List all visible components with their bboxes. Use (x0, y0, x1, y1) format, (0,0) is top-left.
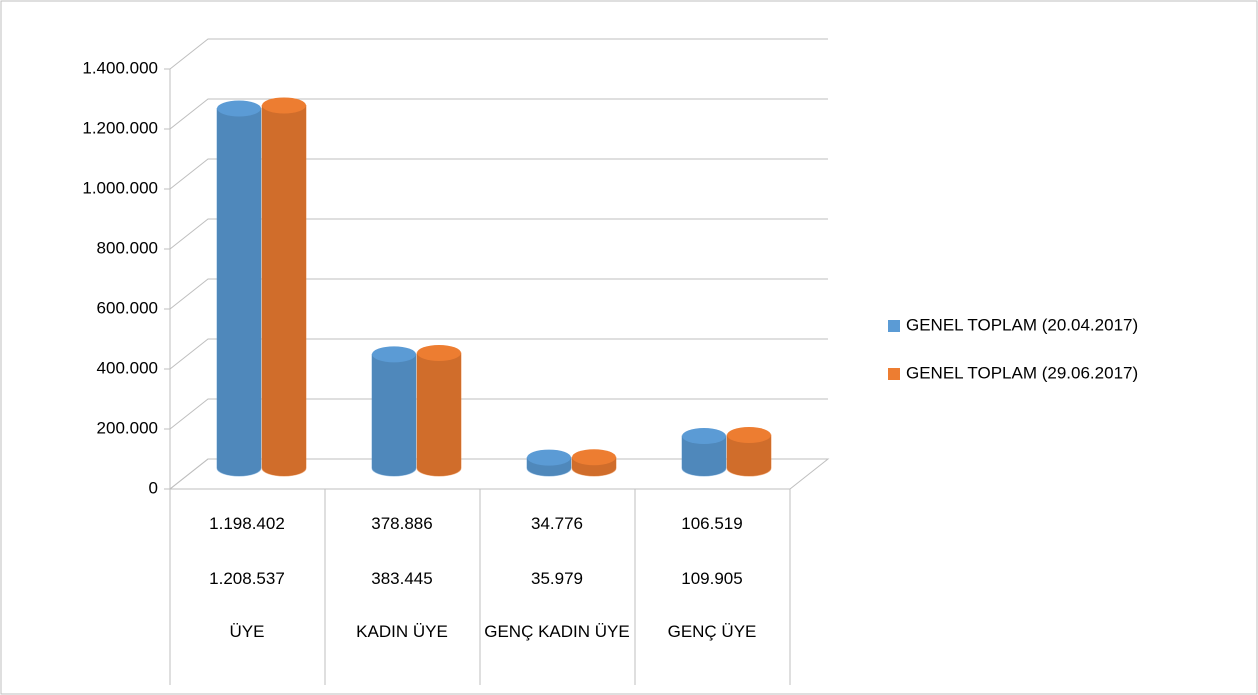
table-value: 1.208.537 (209, 569, 285, 588)
y-tick-label: 0 (149, 478, 158, 497)
bar-body (416, 352, 462, 477)
y-tick-label: 1.000.000 (82, 178, 158, 197)
grid-line (169, 98, 828, 130)
bar-top (727, 427, 771, 444)
y-tick-label: 200.000 (97, 418, 158, 437)
bar-shade (372, 354, 416, 476)
bar-body (371, 353, 417, 477)
grid-line (169, 278, 828, 310)
table-value: 383.445 (371, 569, 433, 588)
table-category: GENÇ KADIN ÜYE (484, 622, 630, 641)
grid-line (169, 398, 828, 430)
y-tick-label: 1.400.000 (82, 58, 158, 77)
table-value: 34.776 (531, 514, 583, 533)
bar-top (217, 100, 261, 117)
bar-shade (682, 436, 726, 476)
table-category: KADIN ÜYE (356, 622, 448, 641)
legend-label: GENEL TOPLAM (29.06.2017) (906, 363, 1138, 382)
table-category: GENÇ ÜYE (667, 622, 757, 641)
table-value: 106.519 (681, 514, 743, 533)
bar-shade (417, 352, 461, 476)
table-value: 378.886 (371, 514, 433, 533)
bar-top (527, 449, 571, 466)
y-tick-label: 400.000 (97, 358, 158, 377)
bar-shade (262, 105, 306, 476)
bar-body (216, 107, 262, 477)
bar-body (681, 435, 727, 477)
table-value: 109.905 (681, 569, 743, 588)
y-tick-label: 800.000 (97, 238, 158, 257)
y-tick-label: 1.200.000 (82, 118, 158, 137)
table-value: 35.979 (531, 569, 583, 588)
y-tick-label: 600.000 (97, 298, 158, 317)
grid-line (169, 458, 828, 490)
bar-top (572, 449, 616, 466)
bar-body (261, 104, 307, 477)
bar-shade (727, 435, 771, 476)
grid-line (169, 158, 828, 190)
legend-swatch (888, 320, 900, 332)
bar-top (417, 344, 461, 361)
legend-label: GENEL TOPLAM (20.04.2017) (906, 315, 1138, 334)
grid-line (169, 338, 828, 370)
bar-shade (217, 108, 261, 476)
bar-top (262, 97, 306, 114)
grid-line (169, 38, 828, 70)
bar-top (682, 428, 726, 445)
legend-swatch (888, 368, 900, 380)
table-value: 1.198.402 (209, 514, 285, 533)
grid-line (169, 218, 828, 250)
table-category: ÜYE (229, 622, 265, 641)
bar-body (726, 434, 772, 477)
bar-top (372, 346, 416, 363)
